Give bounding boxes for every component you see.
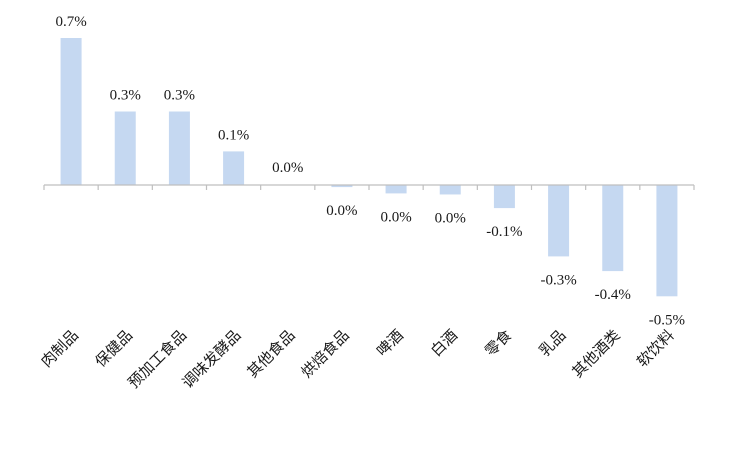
category-label-1: 保健品 (92, 326, 137, 371)
data-label-11: -0.5% (649, 312, 685, 328)
bar-9 (548, 185, 570, 257)
category-label-9: 乳品 (535, 326, 569, 360)
category-label-5: 烘焙食品 (298, 326, 353, 381)
bars-group (60, 38, 678, 297)
bar-0 (60, 38, 82, 185)
category-label-6: 啤酒 (373, 326, 407, 360)
bar-6 (385, 185, 407, 194)
data-label-7: 0.0% (435, 210, 466, 226)
category-label-10: 其他酒类 (568, 326, 623, 381)
data-label-9: -0.3% (540, 272, 576, 288)
data-label-3: 0.1% (218, 127, 249, 143)
data-label-5: 0.0% (326, 203, 357, 219)
bar-8 (493, 185, 515, 209)
bar-11 (656, 185, 678, 297)
bar-2 (168, 111, 190, 185)
category-label-8: 零食 (481, 326, 515, 360)
bar-3 (223, 151, 245, 185)
category-label-0: 肉制品 (37, 326, 82, 371)
category-label-4: 其他食品 (243, 326, 298, 381)
data-label-6: 0.0% (380, 209, 411, 225)
bar-5 (331, 185, 353, 188)
data-label-2: 0.3% (164, 88, 195, 104)
category-label-7: 白酒 (427, 326, 461, 360)
data-label-8: -0.1% (486, 224, 522, 240)
data-labels-group: 0.7% 0.3% 0.3% 0.1% 0.0% 0.0% 0.0% 0.0% -0.1% -0.… (55, 14, 685, 328)
category-label-3: 调味发酵品 (179, 326, 245, 392)
bar-1 (114, 111, 136, 185)
data-label-10: -0.4% (595, 287, 631, 303)
data-label-0: 0.7% (55, 14, 86, 30)
data-label-1: 0.3% (110, 88, 141, 104)
bar-10 (602, 185, 624, 272)
data-label-4: 0.0% (272, 160, 303, 176)
category-label-11: 软饮料 (633, 326, 678, 371)
bar-7 (439, 185, 461, 195)
x-axis (43, 184, 695, 190)
